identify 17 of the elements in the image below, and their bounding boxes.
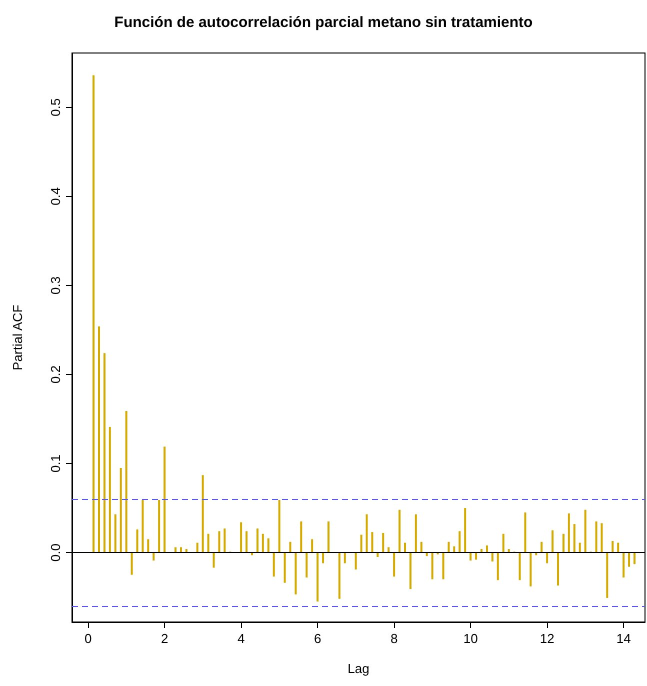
y-tick-label: 0.5 <box>48 98 63 116</box>
x-tick-label: 2 <box>160 631 168 646</box>
y-axis-title: Partial ACF <box>10 304 25 370</box>
y-tick-label: 0.0 <box>48 544 63 562</box>
x-tick-label: 0 <box>84 631 92 646</box>
x-tick-label: 4 <box>237 631 245 646</box>
chart-title: Función de autocorrelación parcial metano sin tratamiento <box>114 14 533 31</box>
y-tick-label: 0.4 <box>48 187 63 206</box>
x-axis-title: Lag <box>348 661 370 676</box>
y-tick-label: 0.1 <box>48 454 63 473</box>
x-tick-label: 8 <box>390 631 398 646</box>
x-tick-label: 10 <box>463 631 478 646</box>
x-tick-label: 14 <box>616 631 631 646</box>
y-tick-label: 0.3 <box>48 276 63 294</box>
x-tick-label: 6 <box>314 631 322 646</box>
x-tick-label: 12 <box>540 631 554 646</box>
y-tick-label: 0.2 <box>48 365 63 384</box>
